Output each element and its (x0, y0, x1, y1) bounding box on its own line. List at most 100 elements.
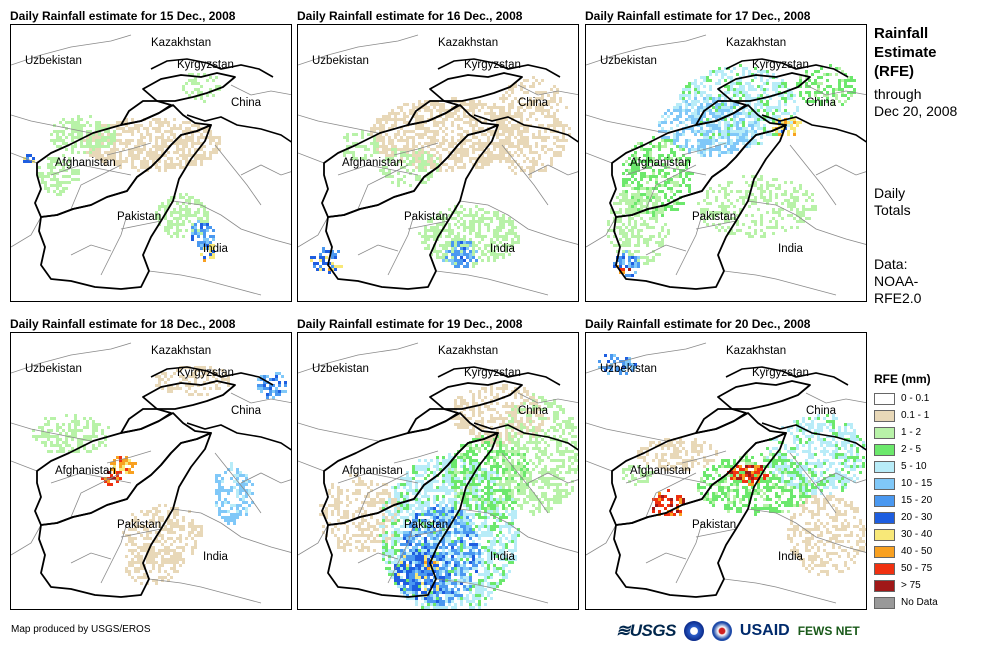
rainfall-map: Kazakhstan Uzbekistan Kyrgyzstan China Afgha… (297, 24, 579, 302)
province-boundary (723, 270, 837, 296)
pakistan-border (38, 124, 212, 290)
rain-cells (32, 366, 287, 585)
china-border (761, 114, 866, 143)
province-boundary (298, 152, 325, 164)
side-data-source: Data: NOAA- RFE2.0 (874, 256, 954, 307)
country-label-afghanistan: Afghanistan (342, 157, 403, 169)
country-label-afghanistan: Afghanistan (342, 465, 403, 477)
country-label-kyrgyzstan: Kyrgyzstan (464, 367, 521, 379)
province-boundary (789, 144, 837, 206)
country-label-uzbekistan: Uzbekistan (25, 55, 82, 67)
province-boundary (645, 164, 697, 210)
province-boundary (586, 422, 667, 442)
province-boundary (11, 152, 38, 164)
kazakhstan-border (725, 58, 849, 78)
country-label-kazakhstan: Kazakhstan (151, 345, 212, 357)
province-boundary (645, 552, 687, 564)
country-label-india: India (490, 243, 515, 255)
province-boundary (645, 244, 687, 256)
legend-item: 2 - 5 (874, 441, 938, 458)
country-label-kazakhstan: Kazakhstan (726, 37, 787, 49)
legend-label: 20 - 30 (901, 512, 933, 523)
tajikistan-border (695, 408, 747, 434)
pakistan-border (38, 432, 212, 598)
legend-swatch (874, 409, 895, 422)
side-title: Rainfall Estimate (RFE) (874, 24, 937, 81)
rain-cells (23, 73, 221, 262)
rainfall-map-svg (298, 34, 578, 296)
province-boundary (407, 528, 449, 538)
province-boundary (337, 472, 419, 484)
country-label-pakistan: Pakistan (404, 211, 449, 223)
china-border (186, 114, 291, 143)
province-boundary (527, 472, 578, 484)
legend-title: RFE (mm) (874, 372, 931, 386)
province-boundary (815, 472, 866, 484)
province-boundary (148, 578, 262, 604)
china-border (186, 422, 291, 451)
legend-label: 5 - 10 (901, 461, 927, 472)
province-boundary (100, 214, 128, 276)
rainfall-map: Kazakhstan Uzbekistan Kyrgyzstan China Afgha… (585, 332, 867, 610)
province-boundary (50, 472, 132, 484)
legend-item: 1 - 2 (874, 424, 938, 441)
map-credit: Map produced by USGS/EROS (11, 624, 151, 635)
map-panel-1: Daily Rainfall estimate for 15 Dec., 200… (10, 8, 292, 302)
map-panel-2: Daily Rainfall estimate for 16 Dec., 200… (297, 8, 579, 302)
country-label-india: India (203, 243, 228, 255)
province-boundary (172, 508, 291, 553)
province-boundary (120, 220, 162, 230)
province-boundary (106, 142, 152, 156)
side-daily-totals: Daily Totals (874, 185, 911, 218)
province-boundary (240, 164, 291, 176)
legend-label: 40 - 50 (901, 546, 933, 557)
country-label-uzbekistan: Uzbekistan (312, 363, 369, 375)
kyrgyzstan-border (717, 380, 811, 410)
province-boundary (50, 164, 132, 176)
country-label-kazakhstan: Kazakhstan (151, 37, 212, 49)
province-boundary (298, 342, 419, 374)
legend-item: 15 - 20 (874, 492, 938, 509)
china-border (473, 114, 578, 143)
province-boundary (747, 508, 866, 553)
legend-swatch (874, 477, 895, 490)
province-boundary (70, 552, 112, 564)
province-boundary (681, 450, 727, 464)
side-through-line: Dec 20, 2008 (874, 103, 958, 119)
rainfall-map-svg (11, 34, 291, 296)
province-boundary (501, 452, 549, 514)
province-boundary (120, 528, 162, 538)
legend-item: 10 - 15 (874, 475, 938, 492)
country-label-pakistan: Pakistan (404, 519, 449, 531)
legend-swatch (874, 443, 895, 456)
province-boundary (586, 152, 613, 164)
province-boundary (586, 460, 613, 472)
province-boundary (681, 142, 727, 156)
province-boundary (11, 460, 38, 472)
kazakhstan-border (437, 58, 561, 78)
map-panel-5: Daily Rainfall estimate for 19 Dec., 200… (297, 316, 579, 610)
province-boundary (586, 524, 617, 556)
legend-label: 1 - 2 (901, 427, 922, 438)
map-panel-4: Daily Rainfall estimate for 18 Dec., 200… (10, 316, 292, 610)
legend-label: 30 - 40 (901, 529, 933, 540)
legend-item: 0 - 0.1 (874, 390, 938, 407)
legend-item: 30 - 40 (874, 526, 938, 543)
china-border (473, 422, 578, 451)
pakistan-border (325, 432, 499, 598)
province-boundary (357, 164, 409, 210)
legend-swatch (874, 511, 895, 524)
province-boundary (11, 422, 92, 442)
kyrgyzstan-border (717, 72, 811, 102)
province-boundary (298, 34, 419, 66)
rainfall-map-svg (298, 342, 578, 609)
legend-label: 0.1 - 1 (901, 410, 930, 421)
country-label-kazakhstan: Kazakhstan (438, 345, 499, 357)
usgs-logo: ≋USGS (616, 621, 676, 640)
panel-title: Daily Rainfall estimate for 17 Dec., 200… (585, 9, 811, 23)
country-label-kyrgyzstan: Kyrgyzstan (177, 59, 234, 71)
rainfall-map: Kazakhstan Uzbekistan Kyrgyzstan China Afgha… (585, 24, 867, 302)
china-border (761, 422, 866, 451)
panel-title: Daily Rainfall estimate for 16 Dec., 200… (297, 9, 523, 23)
province-boundary (298, 422, 379, 442)
